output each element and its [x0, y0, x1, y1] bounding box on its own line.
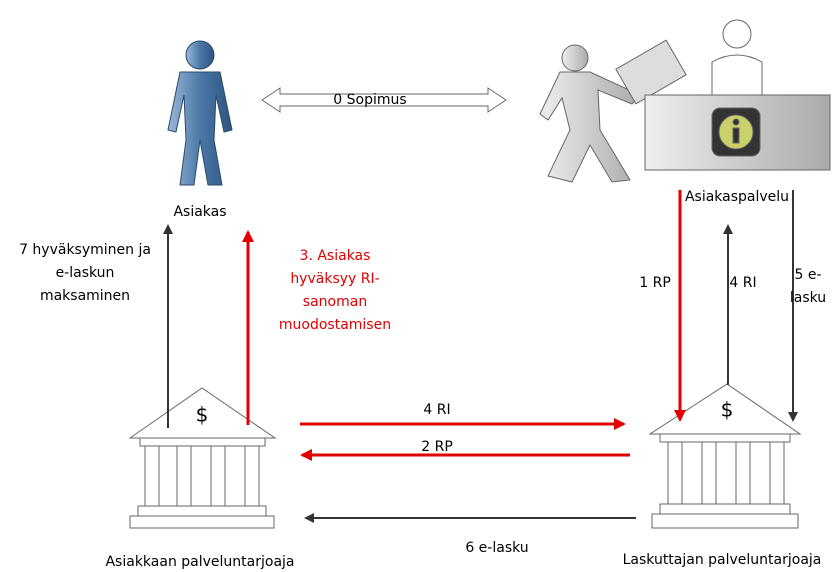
bank-symbol: $	[721, 398, 734, 422]
diagram: 0 Sopimus $ $ Asiakas Asiakaspalvelu Asi…	[0, 0, 833, 572]
arrows	[168, 190, 793, 518]
service-figure	[540, 20, 830, 182]
edge-label: 6 e-lasku	[465, 540, 528, 556]
edge-label: 4 RI	[423, 402, 450, 418]
node-label: Laskuttajan palveluntarjoaja	[623, 552, 822, 568]
edge-label: 7 hyväksyminen ja	[19, 242, 151, 258]
edge-label: muodostamisen	[279, 317, 391, 333]
edge-label: e-laskun	[56, 265, 115, 281]
customer-figure	[168, 41, 232, 185]
edge-label: 3. Asiakas	[300, 248, 371, 264]
edge-label: sanoman	[303, 294, 367, 310]
edge-label: 5 e-	[794, 267, 821, 283]
edge-label: lasku	[790, 290, 826, 306]
edge-label: 1 RP	[639, 275, 671, 291]
edge-label: 4 RI	[729, 275, 756, 291]
edge-label: maksaminen	[40, 288, 130, 304]
bank-symbol: $	[196, 403, 209, 427]
edge-label: 2 RP	[421, 439, 453, 455]
node-label: Asiakaspalvelu	[685, 189, 789, 205]
node-label: Asiakas	[173, 204, 226, 220]
node-label: Asiakkaan palveluntarjoaja	[105, 554, 294, 570]
edge-label: hyväksyy RI-	[290, 271, 379, 287]
edge-label: 0 Sopimus	[333, 92, 406, 108]
